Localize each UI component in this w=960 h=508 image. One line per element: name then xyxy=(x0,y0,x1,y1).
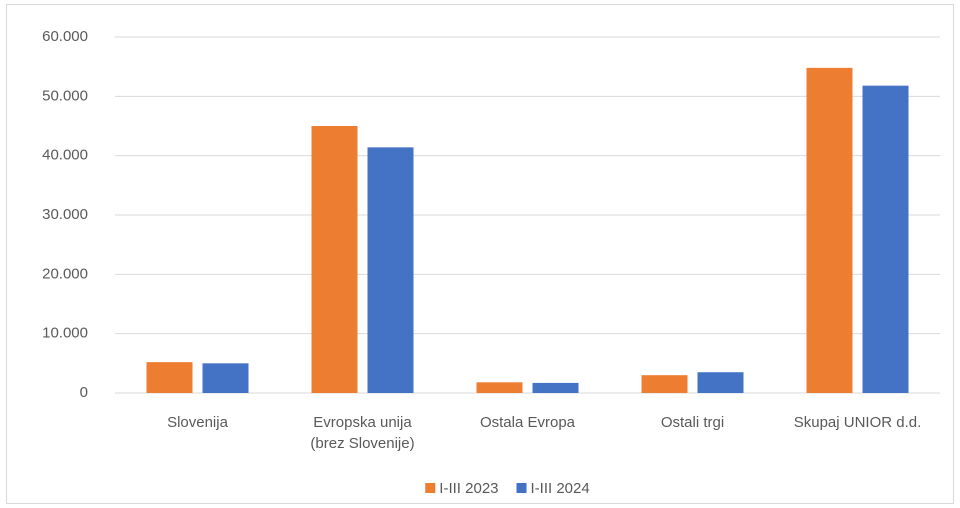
legend-swatch xyxy=(516,483,527,493)
bar xyxy=(806,67,853,393)
legend-label: I-III 2024 xyxy=(531,480,590,497)
bar xyxy=(697,372,744,393)
chart-border xyxy=(6,4,954,504)
bar xyxy=(862,85,909,394)
bar xyxy=(641,375,688,393)
y-tick-label: 30.000 xyxy=(42,206,88,223)
x-tick-label: Slovenija xyxy=(167,414,229,431)
x-tick-label: Evropska unija (brez Slovenije) xyxy=(310,414,414,452)
bar xyxy=(476,382,523,393)
y-tick-label: 20.000 xyxy=(42,265,88,282)
legend: I-III 2023 I-III 2024 xyxy=(425,480,590,497)
bar xyxy=(311,126,358,393)
y-tick-label: 0 xyxy=(80,384,88,401)
bar xyxy=(367,147,414,393)
x-tick-label: Ostala Evropa xyxy=(480,414,576,431)
bar xyxy=(146,362,193,393)
y-tick-label: 10.000 xyxy=(42,325,88,342)
y-tick-label: 60.000 xyxy=(42,28,88,45)
bar xyxy=(532,382,579,393)
bar xyxy=(202,363,249,393)
y-tick-label: 50.000 xyxy=(42,87,88,104)
x-tick-label: Ostali trgi xyxy=(661,414,724,431)
x-tick-label: Skupaj UNIOR d.d. xyxy=(794,414,922,431)
y-tick-label: 40.000 xyxy=(42,147,88,164)
legend-swatch xyxy=(425,483,436,493)
legend-label: I-III 2023 xyxy=(439,480,498,497)
